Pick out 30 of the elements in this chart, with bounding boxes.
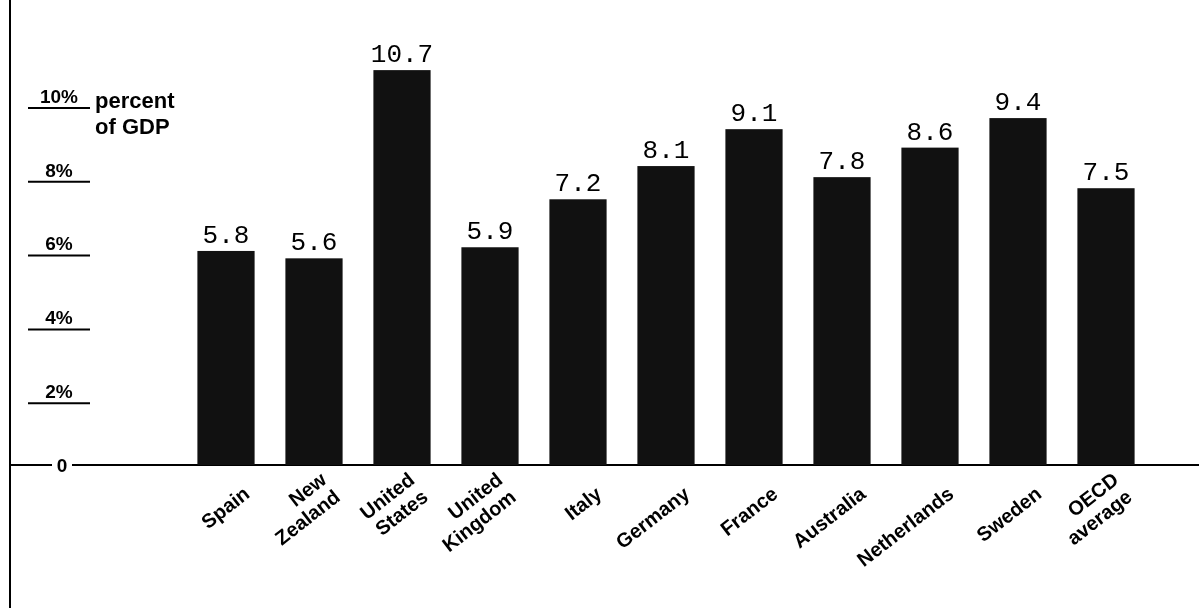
bar [549,199,607,465]
data-label: 7.8 [818,147,866,178]
x-tick-label: Italy [560,481,607,525]
bar [373,70,431,465]
data-label: 9.1 [730,99,778,130]
bar [461,247,519,465]
data-label: 5.9 [466,217,514,248]
y-tick-label: 2% [45,380,73,402]
data-label: 9.4 [994,88,1042,119]
bar [637,166,695,465]
bar [813,177,871,465]
bar [901,147,959,465]
data-label: 10.7 [370,40,434,71]
bar [1077,188,1135,465]
y-tick-label: 0 [56,454,68,476]
y-tick-label: 6% [45,233,73,255]
bar [725,129,783,465]
data-label: 8.6 [906,117,954,148]
y-tick-label: 4% [45,307,73,329]
data-label: 7.2 [554,169,602,200]
y-tick-label: 10% [39,85,79,107]
bar [989,118,1047,465]
data-label: 7.5 [1082,158,1130,189]
data-label: 5.6 [290,228,338,259]
data-label: 5.8 [202,220,250,251]
bar [285,258,343,465]
y-axis-title: percent of GDP [95,87,176,139]
bar [197,250,255,465]
data-label: 8.1 [642,136,690,167]
y-tick-label: 8% [45,159,73,181]
